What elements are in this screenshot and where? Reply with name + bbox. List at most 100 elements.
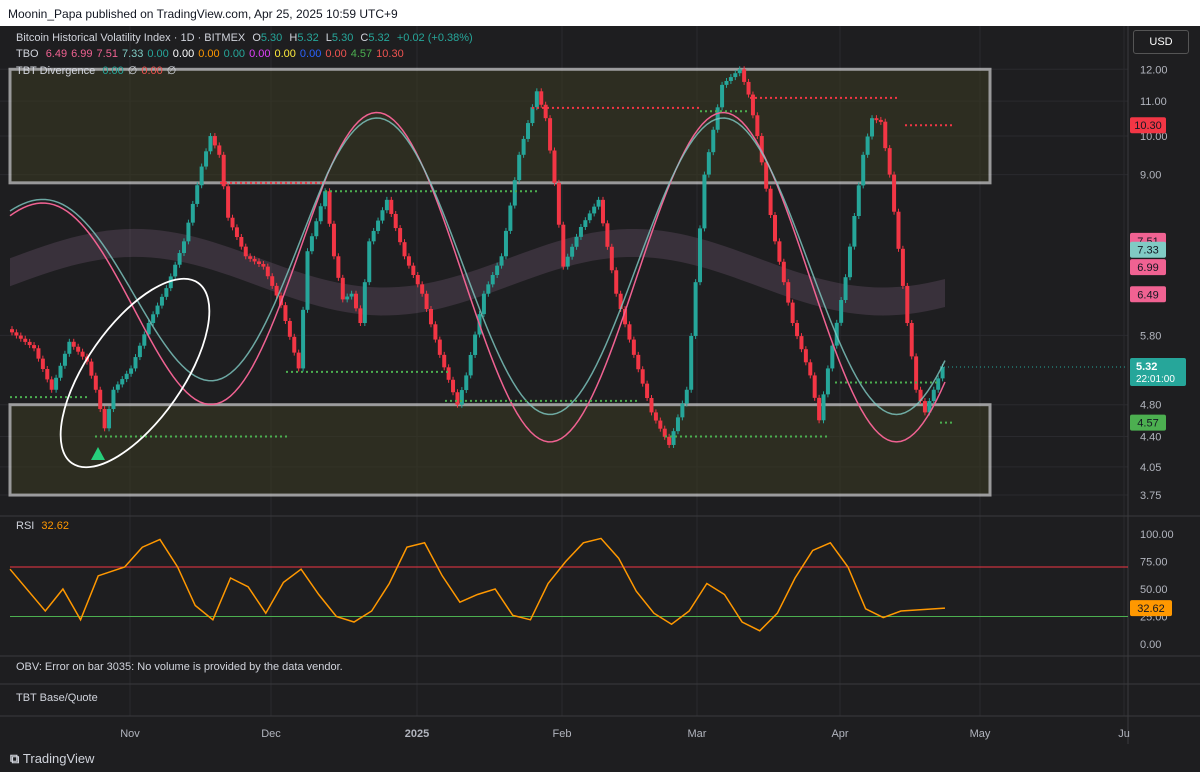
candle-151 [675, 417, 680, 432]
rsi-line [9, 537, 946, 632]
candle-129 [578, 226, 583, 237]
candle-199 [887, 148, 892, 175]
price-tick-0: 3.75 [1140, 490, 1161, 502]
candle-1 [14, 332, 19, 336]
legend-change: +0.02 (+0.38%) [396, 32, 473, 44]
footer: ⧉ TradingView [0, 744, 1200, 772]
candle-52 [239, 236, 244, 247]
candle-66 [301, 309, 306, 369]
candle-202 [900, 248, 905, 286]
candle-110 [495, 265, 500, 275]
candle-76 [345, 296, 350, 300]
tbo-value-11: 0.00 [325, 48, 347, 60]
candle-21 [102, 409, 107, 429]
candle-73 [331, 223, 336, 257]
candle-98 [442, 354, 447, 368]
candle-142 [636, 354, 641, 370]
candle-35 [164, 288, 169, 297]
candle-128 [574, 236, 579, 247]
obv-error: OBV: Error on bar 3035: No volume is pro… [16, 661, 343, 673]
candle-138 [618, 293, 623, 310]
legend-divergence: TBT Divergence 0.00 ∅ 0.00 ∅ [16, 64, 184, 77]
candle-49 [226, 186, 231, 218]
last-price-text: 5.32 [1136, 361, 1157, 373]
candle-86 [389, 199, 394, 214]
candle-144 [645, 383, 650, 399]
tbo-value-7: 0.00 [223, 48, 246, 60]
price-badge-text-5: 4.57 [1137, 418, 1158, 430]
price-badge-3 [1130, 259, 1166, 276]
candle-152 [680, 403, 685, 418]
candle-54 [248, 256, 253, 259]
candle-85 [384, 199, 389, 211]
candle-88 [398, 228, 403, 243]
tbo-value-1: 6.99 [71, 48, 93, 60]
candle-70 [318, 206, 323, 222]
candle-30 [142, 334, 147, 346]
candle-185 [825, 368, 830, 395]
price-tick-1: 4.05 [1140, 462, 1161, 474]
candle-181 [808, 362, 813, 376]
tbo-label: TBO [16, 48, 39, 60]
candle-71 [323, 191, 328, 207]
candle-40 [186, 222, 191, 242]
countdown-text: 22:01:00 [1136, 374, 1175, 385]
rsi-value-badge [1130, 600, 1172, 617]
candle-51 [234, 227, 239, 237]
time-tick-6: May [970, 728, 991, 740]
tbo-value-12: 4.57 [350, 48, 373, 60]
candle-120 [539, 91, 544, 105]
divergence-value-2: 0.00 [141, 65, 163, 77]
tbt-label: TBT Base/Quote [16, 692, 98, 704]
candle-139 [623, 309, 628, 325]
time-tick-0: Nov [120, 728, 140, 740]
candle-166 [742, 69, 747, 82]
price-badge-2 [1130, 241, 1166, 258]
candle-44 [204, 151, 209, 167]
legend-l: 5.30 [331, 32, 354, 44]
candle-27 [129, 368, 134, 374]
candle-134 [600, 199, 605, 224]
candle-188 [839, 300, 844, 323]
last-price-badge [1130, 358, 1186, 387]
tbo-values: 6.49 6.99 7.51 7.33 0.00 0.00 0.00 0.00 0.00 0.00… [46, 48, 408, 60]
divergence-value-1: ∅ [127, 65, 138, 77]
candle-111 [499, 256, 504, 266]
price-tick-8: 12.00 [1140, 64, 1168, 76]
legend-h-label: H [289, 32, 298, 44]
candle-11 [58, 365, 63, 378]
chart-svg[interactable]: 3.75 4.05 4.40 4.80 5.80 9.00 10.00 11.00 12.00 1… [0, 26, 1200, 744]
candle-172 [768, 188, 773, 216]
legend-rsi: RSI 32.62 [16, 520, 73, 532]
tbo-value-4: 0.00 [147, 48, 169, 60]
candle-206 [918, 389, 923, 402]
candle-147 [658, 420, 663, 429]
candle-189 [843, 277, 848, 301]
candle-125 [561, 224, 566, 267]
candle-32 [151, 314, 156, 324]
ma-ribbon [10, 228, 945, 316]
candle-133 [596, 199, 601, 207]
candle-2 [18, 335, 23, 339]
candle-109 [490, 275, 495, 285]
candle-121 [543, 104, 548, 119]
brand-name: TradingView [22, 751, 95, 766]
candle-0 [10, 329, 14, 333]
candle-18 [89, 361, 94, 376]
candle-161 [720, 84, 725, 108]
candle-173 [772, 215, 777, 242]
candle-184 [821, 394, 826, 421]
legend-tbt: TBT Base/Quote [16, 692, 102, 704]
price-badge-0 [1130, 117, 1166, 134]
candle-13 [67, 341, 72, 354]
time-tick-2: 2025 [405, 728, 429, 740]
candle-127 [570, 246, 575, 257]
candle-201 [896, 211, 901, 249]
teal-oscillator-line [9, 117, 946, 416]
currency-button[interactable]: USD [1133, 30, 1189, 54]
candle-155 [693, 282, 698, 336]
rsi-tick-4: 100.00 [1140, 529, 1174, 541]
candle-19 [93, 375, 98, 390]
candle-57 [261, 264, 266, 267]
candle-56 [256, 261, 261, 265]
